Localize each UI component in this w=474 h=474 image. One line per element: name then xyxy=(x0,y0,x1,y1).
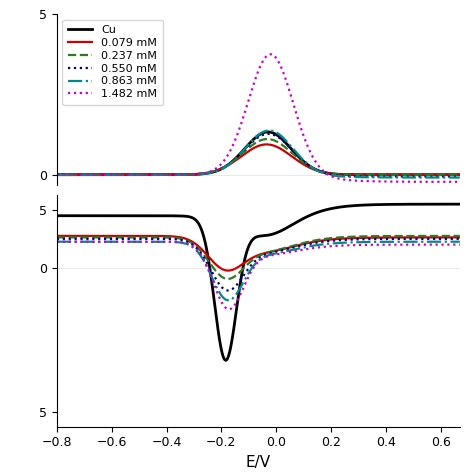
Line: Cu: Cu xyxy=(57,132,460,175)
0.863 mM xyxy=(209,170,214,175)
0.550 mM xyxy=(100,172,106,178)
0.550 mM xyxy=(209,169,214,175)
0.079 mM xyxy=(209,169,214,175)
Line: 1.482 mM: 1.482 mM xyxy=(57,54,460,182)
Cu xyxy=(209,170,214,175)
0.550 mM xyxy=(54,172,60,178)
Line: 0.550 mM: 0.550 mM xyxy=(57,134,460,176)
0.550 mM xyxy=(457,173,463,179)
Cu xyxy=(226,161,232,167)
1.482 mM xyxy=(449,179,455,185)
0.550 mM xyxy=(449,173,455,179)
0.237 mM xyxy=(449,172,455,178)
0.863 mM xyxy=(226,162,232,167)
Legend: Cu, 0.079 mM, 0.237 mM, 0.550 mM, 0.863 mM, 1.482 mM: Cu, 0.079 mM, 0.237 mM, 0.550 mM, 0.863 … xyxy=(63,20,163,105)
0.079 mM xyxy=(124,172,129,178)
0.079 mM xyxy=(449,172,455,178)
0.237 mM xyxy=(209,169,214,175)
0.237 mM xyxy=(100,172,106,178)
Cu xyxy=(265,129,271,135)
0.863 mM xyxy=(457,175,463,181)
0.863 mM xyxy=(124,172,129,178)
0.863 mM xyxy=(266,128,272,133)
0.237 mM xyxy=(457,172,463,178)
0.550 mM xyxy=(265,131,271,137)
0.079 mM xyxy=(457,172,463,178)
Cu xyxy=(54,172,60,178)
1.482 mM xyxy=(457,179,463,185)
Cu xyxy=(124,172,129,178)
Line: 0.079 mM: 0.079 mM xyxy=(57,145,460,175)
0.863 mM xyxy=(449,175,455,181)
1.482 mM xyxy=(406,179,411,184)
0.079 mM xyxy=(406,172,411,178)
1.482 mM xyxy=(54,172,60,178)
Cu xyxy=(457,172,463,178)
0.079 mM xyxy=(100,172,106,178)
0.237 mM xyxy=(124,172,129,178)
0.079 mM xyxy=(54,172,60,178)
1.482 mM xyxy=(226,151,232,156)
0.079 mM xyxy=(226,162,232,168)
0.863 mM xyxy=(406,175,411,181)
Cu xyxy=(449,172,455,178)
1.482 mM xyxy=(209,168,214,174)
0.237 mM xyxy=(226,161,232,167)
0.237 mM xyxy=(54,172,60,178)
1.482 mM xyxy=(124,172,129,178)
Line: 0.863 mM: 0.863 mM xyxy=(57,130,460,178)
0.863 mM xyxy=(100,172,106,178)
0.550 mM xyxy=(124,172,129,178)
1.482 mM xyxy=(100,172,106,178)
Cu xyxy=(406,172,411,178)
0.550 mM xyxy=(226,161,232,167)
Cu xyxy=(100,172,106,178)
0.863 mM xyxy=(54,172,60,178)
X-axis label: E/V: E/V xyxy=(246,455,271,470)
0.237 mM xyxy=(264,136,270,142)
0.079 mM xyxy=(264,142,269,147)
Line: 0.237 mM: 0.237 mM xyxy=(57,139,460,175)
0.550 mM xyxy=(406,173,411,179)
1.482 mM xyxy=(268,51,273,57)
0.237 mM xyxy=(406,172,411,178)
